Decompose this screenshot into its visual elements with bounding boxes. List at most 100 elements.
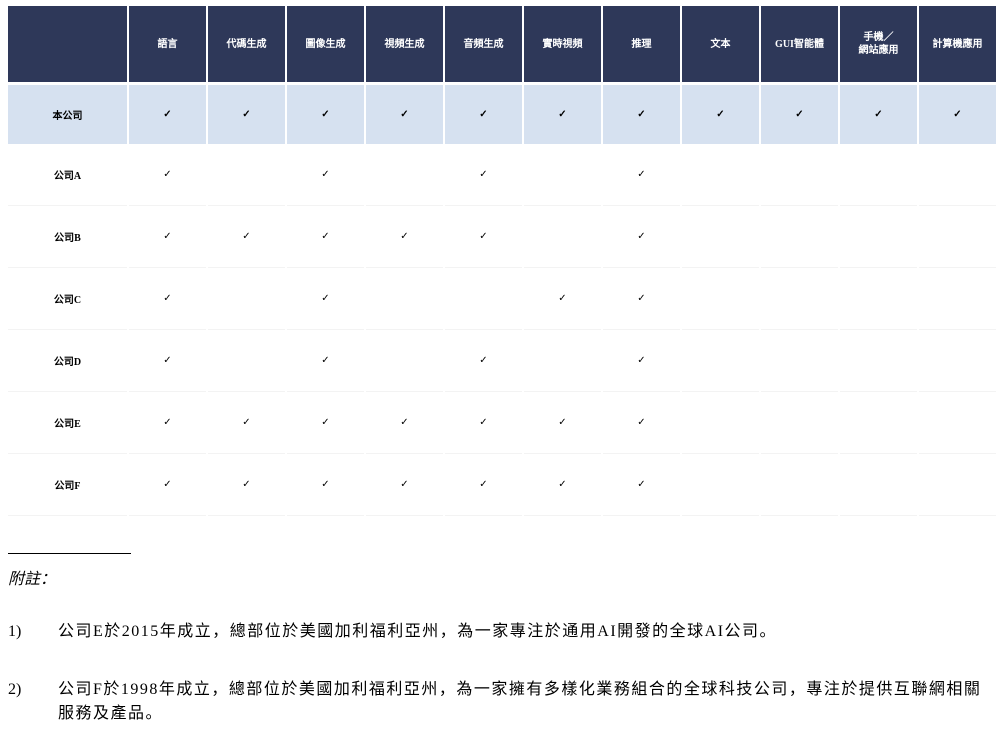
empty-cell: [524, 144, 601, 206]
empty-cell: [761, 330, 838, 392]
footnote-text: 公司F於1998年成立，總部位於美國加利福利亞州，為一家擁有多樣化業務組合的全球…: [58, 681, 982, 722]
check-mark-icon: ✓: [208, 392, 285, 454]
check-mark-icon: ✓: [445, 392, 522, 454]
empty-cell: [919, 330, 996, 392]
empty-cell: [366, 144, 443, 206]
empty-cell: [919, 454, 996, 516]
empty-cell: [445, 268, 522, 330]
check-mark-icon: ✓: [603, 392, 680, 454]
check-mark-icon: ✓: [129, 454, 206, 516]
empty-cell: [919, 144, 996, 206]
empty-cell: [366, 268, 443, 330]
empty-cell: [761, 268, 838, 330]
empty-cell: [682, 268, 759, 330]
check-mark-icon: ✓: [445, 454, 522, 516]
empty-cell: [840, 330, 917, 392]
empty-cell: [366, 330, 443, 392]
row-label: 公司F: [8, 454, 127, 516]
check-mark-icon: ✓: [129, 392, 206, 454]
row-label: 公司D: [8, 330, 127, 392]
empty-cell: [208, 268, 285, 330]
empty-cell: [524, 330, 601, 392]
empty-cell: [761, 206, 838, 268]
header-corner-cell: [8, 6, 127, 82]
footnote-text: 公司E於2015年成立，總部位於美國加利福利亞州，為一家專注於通用AI開發的全球…: [58, 623, 778, 640]
check-mark-icon: ✓: [524, 454, 601, 516]
footnote-number: 2): [8, 681, 22, 698]
check-mark-icon: ✓: [603, 144, 680, 206]
check-mark-icon: ✓: [129, 206, 206, 268]
check-mark-icon: ✓: [603, 85, 680, 144]
comparison-table: 語言 代碼生成 圖像生成 視頻生成 音頻生成 實時視頻 推理 文本 GUI智能體 手機／ 網站應用…: [8, 6, 996, 516]
empty-cell: [840, 206, 917, 268]
column-header: 音頻生成: [445, 6, 522, 82]
column-header: 視頻生成: [366, 6, 443, 82]
check-mark-icon: ✓: [919, 85, 996, 144]
row-label: 本公司: [8, 85, 127, 144]
footnote-divider: [8, 553, 131, 554]
footnote-number: 1): [8, 623, 22, 640]
column-header: 文本: [682, 6, 759, 82]
check-mark-icon: ✓: [287, 268, 364, 330]
check-mark-icon: ✓: [366, 206, 443, 268]
check-mark-icon: ✓: [129, 144, 206, 206]
check-mark-icon: ✓: [603, 268, 680, 330]
column-header: 計算機應用: [919, 6, 996, 82]
empty-cell: [208, 144, 285, 206]
column-header: GUI智能體: [761, 6, 838, 82]
check-mark-icon: ✓: [761, 85, 838, 144]
row-label: 公司C: [8, 268, 127, 330]
column-header: 推理: [603, 6, 680, 82]
column-header: 實時視頻: [524, 6, 601, 82]
empty-cell: [840, 454, 917, 516]
check-mark-icon: ✓: [208, 206, 285, 268]
check-mark-icon: ✓: [445, 144, 522, 206]
empty-cell: [761, 454, 838, 516]
check-mark-icon: ✓: [287, 330, 364, 392]
check-mark-icon: ✓: [287, 144, 364, 206]
check-mark-icon: ✓: [603, 454, 680, 516]
check-mark-icon: ✓: [603, 206, 680, 268]
check-mark-icon: ✓: [840, 85, 917, 144]
check-mark-icon: ✓: [287, 206, 364, 268]
check-mark-icon: ✓: [129, 85, 206, 144]
check-mark-icon: ✓: [287, 85, 364, 144]
empty-cell: [761, 392, 838, 454]
empty-cell: [840, 268, 917, 330]
column-header: 代碼生成: [208, 6, 285, 82]
column-header: 語言: [129, 6, 206, 82]
check-mark-icon: ✓: [524, 268, 601, 330]
empty-cell: [761, 144, 838, 206]
empty-cell: [682, 144, 759, 206]
empty-cell: [840, 392, 917, 454]
empty-cell: [919, 268, 996, 330]
check-mark-icon: ✓: [287, 392, 364, 454]
column-header: 圖像生成: [287, 6, 364, 82]
check-mark-icon: ✓: [682, 85, 759, 144]
empty-cell: [919, 206, 996, 268]
empty-cell: [682, 454, 759, 516]
check-mark-icon: ✓: [129, 268, 206, 330]
check-mark-icon: ✓: [287, 454, 364, 516]
check-mark-icon: ✓: [524, 85, 601, 144]
check-mark-icon: ✓: [129, 330, 206, 392]
column-header: 手機／ 網站應用: [840, 6, 917, 82]
empty-cell: [682, 330, 759, 392]
check-mark-icon: ✓: [366, 392, 443, 454]
row-label: 公司A: [8, 144, 127, 206]
empty-cell: [682, 392, 759, 454]
notes-heading: 附註：: [8, 571, 57, 588]
empty-cell: [840, 144, 917, 206]
row-label: 公司E: [8, 392, 127, 454]
empty-cell: [919, 392, 996, 454]
check-mark-icon: ✓: [603, 330, 680, 392]
empty-cell: [682, 206, 759, 268]
check-mark-icon: ✓: [208, 454, 285, 516]
empty-cell: [208, 330, 285, 392]
check-mark-icon: ✓: [445, 85, 522, 144]
check-mark-icon: ✓: [524, 392, 601, 454]
empty-cell: [524, 206, 601, 268]
check-mark-icon: ✓: [366, 85, 443, 144]
check-mark-icon: ✓: [445, 330, 522, 392]
check-mark-icon: ✓: [445, 206, 522, 268]
